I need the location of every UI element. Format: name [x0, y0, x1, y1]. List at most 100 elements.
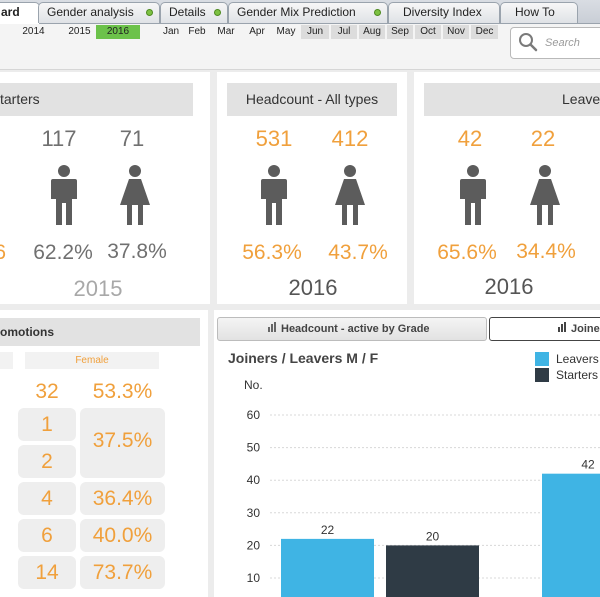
month-filter-jan[interactable]: Jan [159, 25, 183, 39]
month-filter-sep[interactable]: Sep [387, 25, 413, 39]
month-filter-jul[interactable]: Jul [331, 25, 357, 39]
tab-joiners-leavers-label: Joine [571, 323, 600, 335]
month-filter-aug[interactable]: Aug [359, 25, 385, 39]
leavers-female-pct: 34.4% [516, 240, 576, 263]
male-figure-icon [261, 165, 287, 225]
promotions-pct-cell: 53.3% [92, 380, 153, 403]
promotions-female-header: Female [25, 352, 159, 369]
tab-gender-analysis[interactable]: Gender analysis [38, 2, 160, 23]
month-label: Sep [391, 26, 409, 37]
legend-label-starters: Starters [556, 368, 599, 382]
month-label: Jul [337, 26, 351, 37]
y-tick-label: 20 [247, 538, 261, 552]
month-label: Feb [188, 26, 206, 37]
month-filter-may[interactable]: May [272, 25, 300, 39]
chart-data-label: 20 [426, 529, 440, 543]
sheet-tab-strip: ard Gender analysis Details Gender Mix P… [0, 0, 600, 25]
y-tick-label: 50 [247, 441, 261, 455]
month-filter-oct[interactable]: Oct [415, 25, 441, 39]
status-dot-icon [146, 9, 153, 16]
promotions-count-cell: 32 [35, 380, 59, 403]
year-filter-2016[interactable]: 2016 [96, 25, 140, 39]
y-tick-label: 40 [247, 473, 261, 487]
year-filter-2014[interactable]: 2014 [13, 25, 54, 39]
chart-title: Joiners / Leavers M / F [228, 350, 379, 366]
starters-male-count: 117 [41, 126, 77, 151]
headcount-year: 2016 [288, 275, 338, 300]
tab-details-label: Details [169, 5, 206, 19]
promotions-count-cell: 1 [18, 408, 76, 441]
bar-chart-icon [268, 318, 277, 340]
tab-details[interactable]: Details [160, 2, 228, 23]
promotions-pct-cell: 73.7% [80, 556, 165, 589]
promotions-count-cell: 2 [18, 445, 76, 478]
chart-bar-leavers[interactable] [542, 473, 600, 597]
year-filter-2015[interactable]: 2015 [59, 25, 100, 39]
month-label: Jun [306, 26, 324, 37]
tab-dashboard-label: ard [1, 5, 20, 19]
female-figure-icon [335, 165, 365, 225]
leavers-male-pct: 65.6% [437, 241, 497, 264]
leavers-year: 2016 [484, 274, 534, 299]
promotions-panel-title: omotions [0, 318, 200, 346]
status-dot-icon [374, 9, 381, 16]
tab-dashboard[interactable]: ard [0, 2, 40, 25]
headcount-female-pct: 43.7% [328, 241, 388, 264]
tab-diversity-index-label: Diversity Index [403, 5, 482, 19]
month-filter-nov[interactable]: Nov [443, 25, 469, 39]
promotions-pct-cell: 40.0% [80, 519, 165, 552]
bar-chart-icon [558, 318, 567, 340]
month-label: May [276, 26, 296, 37]
month-filter-apr[interactable]: Apr [245, 25, 269, 39]
headcount-male-pct: 56.3% [242, 241, 302, 264]
month-label: Apr [249, 26, 265, 37]
tab-how-to[interactable]: How To [500, 2, 578, 23]
year-label: 2016 [106, 26, 130, 37]
month-filter-mar[interactable]: Mar [214, 25, 238, 39]
starters-male-pct: 62.2% [33, 241, 93, 264]
tab-joiners-leavers[interactable]: Joine [489, 317, 600, 341]
month-filter-feb[interactable]: Feb [185, 25, 209, 39]
legend-swatch-leavers [535, 352, 549, 366]
month-filter-jun[interactable]: Jun [301, 25, 329, 39]
month-label: Aug [363, 26, 381, 37]
y-tick-label: 60 [247, 408, 261, 422]
search-box[interactable]: Search [510, 27, 600, 59]
starters-year: 2015 [73, 276, 123, 301]
status-dot-icon [214, 9, 221, 16]
chart-bar-leavers[interactable] [281, 538, 374, 597]
tab-gender-mix-prediction[interactable]: Gender Mix Prediction [228, 2, 388, 23]
male-figure-icon [51, 165, 77, 225]
headcount-male-count: 531 [255, 126, 293, 151]
starters-left-pct-partial: 6 [0, 241, 6, 264]
tab-diversity-index[interactable]: Diversity Index [388, 2, 500, 23]
month-label: Jan [162, 26, 180, 37]
female-figure-icon [530, 165, 560, 225]
year-label: 2015 [68, 26, 91, 37]
leavers-female-count: 22 [530, 126, 556, 151]
starters-panel-title: tarters [0, 83, 193, 116]
month-label: Oct [420, 26, 436, 37]
starters-female-pct: 37.8% [107, 240, 167, 263]
month-filter-dec[interactable]: Dec [471, 25, 498, 39]
tab-headcount-by-grade[interactable]: Headcount - active by Grade [217, 317, 487, 341]
promotions-count-header [0, 352, 13, 369]
legend-swatch-starters [535, 368, 549, 382]
month-label: Nov [447, 26, 465, 37]
tab-headcount-by-grade-label: Headcount - active by Grade [281, 323, 430, 335]
tab-gender-analysis-label: Gender analysis [47, 5, 134, 19]
leavers-male-count: 42 [457, 126, 483, 151]
promotions-pct-cell: 36.4% [80, 482, 165, 515]
chart-data-label: 22 [321, 523, 335, 537]
headcount-panel-title: Headcount - All types [227, 83, 397, 116]
tab-gender-mix-prediction-label: Gender Mix Prediction [237, 5, 356, 19]
chart-bar-starters[interactable] [386, 545, 479, 597]
leavers-panel-title: Leave [424, 83, 600, 116]
search-icon [519, 33, 538, 52]
promotions-count-cell: 14 [18, 556, 76, 589]
month-label: Mar [217, 26, 235, 37]
male-figure-icon [460, 165, 486, 225]
promotions-count-cell: 4 [18, 482, 76, 515]
headcount-female-count: 412 [331, 126, 369, 151]
